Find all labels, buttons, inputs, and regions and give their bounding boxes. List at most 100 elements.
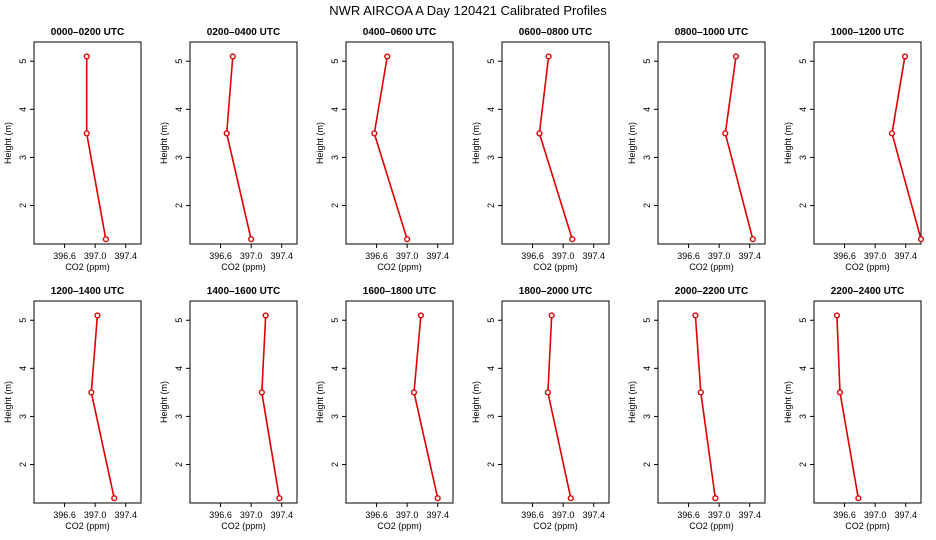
data-point — [567, 495, 574, 502]
chart-panel-4: 0600–0800 UTC 396.6 397.0 397.4 CO2 (ppm) 2 3 4… — [471, 27, 610, 272]
x-tick-label: 396.6 — [365, 510, 388, 520]
data-point — [371, 130, 378, 137]
y-tick-label: 5 — [486, 318, 496, 323]
plot-frame — [657, 41, 766, 245]
x-tick-label: 397.0 — [240, 251, 263, 261]
panel-title: 1800–2000 UTC — [519, 286, 592, 297]
data-point — [417, 312, 425, 319]
y-tick-label: 3 — [486, 155, 496, 160]
data-point — [223, 130, 230, 137]
y-tick-label: 4 — [642, 107, 652, 112]
x-axis-label: CO2 (ppm) — [377, 262, 422, 272]
x-tick-label: 397.4 — [738, 251, 761, 261]
x-tick-label: 397.0 — [396, 251, 419, 261]
y-tick-label: 4 — [330, 107, 340, 112]
plot-frame — [813, 300, 922, 504]
y-tick-label: 3 — [642, 414, 652, 419]
y-tick-label: 3 — [18, 414, 28, 419]
y-tick-label: 2 — [642, 203, 652, 208]
y-tick-label: 2 — [798, 203, 808, 208]
y-tick-label: 4 — [798, 366, 808, 371]
profile-line — [891, 56, 922, 240]
y-axis-label: Height (m) — [315, 381, 325, 423]
y-axis-label: Height (m) — [3, 381, 13, 423]
y-tick-label: 2 — [798, 462, 808, 467]
x-tick-label: 397.4 — [582, 510, 605, 520]
y-tick-label: 5 — [486, 59, 496, 64]
data-point — [83, 53, 90, 60]
chart-panel-10: 1800–2000 UTC 396.6 397.0 397.4 CO2 (ppm) 2 3 4… — [471, 286, 610, 531]
y-tick-label: 2 — [174, 462, 184, 467]
y-tick-label: 3 — [174, 155, 184, 160]
x-axis-label: CO2 (ppm) — [377, 521, 422, 531]
x-axis-label: CO2 (ppm) — [689, 262, 734, 272]
data-point — [712, 495, 719, 502]
y-axis-label: Height (m) — [471, 122, 481, 164]
x-tick-label: 397.0 — [864, 251, 887, 261]
data-point — [917, 236, 925, 243]
x-tick-label: 396.6 — [53, 251, 76, 261]
chart-panel-5: 0800–1000 UTC 396.6 397.0 397.4 CO2 (ppm) 2 3 4… — [627, 27, 766, 272]
plot-frame — [345, 300, 454, 504]
y-tick-label: 2 — [330, 203, 340, 208]
profile-line — [538, 56, 574, 240]
x-tick-label: 397.4 — [894, 251, 917, 261]
data-point — [434, 495, 441, 502]
x-tick-label: 397.0 — [864, 510, 887, 520]
y-tick-label: 4 — [18, 366, 28, 371]
chart-panel-2: 0200–0400 UTC 396.6 397.0 397.4 CO2 (ppm) 2 3 4… — [159, 27, 298, 272]
panel-title: 1200–1400 UTC — [51, 286, 124, 297]
data-point — [404, 236, 411, 243]
plot-frame — [501, 41, 610, 245]
x-axis-label: CO2 (ppm) — [845, 521, 890, 531]
x-tick-label: 397.0 — [552, 510, 575, 520]
x-tick-label: 396.6 — [365, 251, 388, 261]
y-tick-label: 2 — [18, 203, 28, 208]
data-point — [94, 312, 101, 319]
profile-line — [836, 315, 860, 499]
profile-line — [547, 315, 572, 499]
x-tick-label: 397.0 — [84, 510, 107, 520]
y-tick-label: 3 — [330, 155, 340, 160]
chart-panel-9: 1600–1800 UTC 396.6 397.0 397.4 CO2 (ppm) 2 3 4… — [315, 286, 454, 531]
y-tick-label: 4 — [486, 107, 496, 112]
x-tick-label: 396.6 — [209, 510, 232, 520]
data-point — [276, 495, 283, 502]
y-tick-label: 5 — [330, 318, 340, 323]
x-tick-label: 396.6 — [53, 510, 76, 520]
y-tick-label: 5 — [174, 59, 184, 64]
data-point — [544, 389, 551, 396]
x-axis-label: CO2 (ppm) — [65, 262, 110, 272]
x-axis-label: CO2 (ppm) — [65, 521, 110, 531]
panel-title: 1400–1600 UTC — [207, 286, 280, 297]
plot-frame — [501, 300, 610, 504]
data-point — [697, 389, 704, 396]
chart-panel-1: 0000–0200 UTC 396.6 397.0 397.4 CO2 (ppm) 2 3 4… — [3, 27, 142, 272]
y-tick-label: 5 — [798, 59, 808, 64]
y-tick-label: 3 — [330, 414, 340, 419]
panel-title: 1600–1800 UTC — [363, 286, 436, 297]
x-tick-label: 397.4 — [426, 251, 449, 261]
profile-line — [413, 315, 439, 499]
x-tick-label: 397.0 — [396, 510, 419, 520]
x-tick-label: 397.0 — [552, 251, 575, 261]
y-tick-label: 4 — [174, 366, 184, 371]
data-point — [536, 130, 543, 137]
plot-frame — [33, 41, 142, 245]
data-point — [722, 130, 729, 137]
y-axis-label: Height (m) — [159, 122, 169, 164]
x-tick-label: 397.0 — [240, 510, 263, 520]
panel-title: 0400–0600 UTC — [363, 27, 436, 38]
plot-frame — [657, 300, 766, 504]
profile-line — [373, 56, 408, 240]
data-point — [88, 389, 95, 396]
y-axis-label: Height (m) — [627, 122, 637, 164]
data-point — [258, 389, 265, 396]
x-axis-label: CO2 (ppm) — [221, 521, 266, 531]
data-point — [732, 53, 740, 60]
panel-title: 1000–1200 UTC — [831, 27, 904, 38]
y-axis-label: Height (m) — [315, 122, 325, 164]
data-point — [229, 53, 236, 60]
x-tick-label: 396.6 — [677, 510, 700, 520]
y-tick-label: 3 — [18, 155, 28, 160]
